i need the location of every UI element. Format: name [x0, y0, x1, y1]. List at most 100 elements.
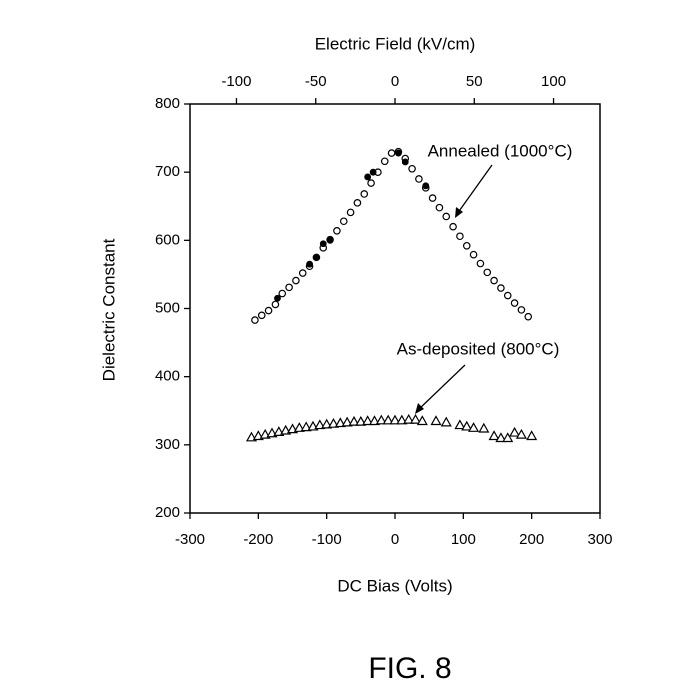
x-tick-label: -200 — [243, 531, 273, 548]
data-point — [430, 415, 442, 426]
data-point — [339, 217, 348, 226]
annotation-arrow — [417, 364, 466, 411]
data-point — [326, 236, 334, 244]
data-point — [510, 299, 519, 307]
data-point — [334, 417, 346, 428]
data-point — [346, 208, 355, 217]
data-point — [387, 149, 396, 157]
data-point — [442, 212, 451, 221]
y-axis-label: Dielectric Constant — [99, 238, 118, 381]
data-point — [502, 432, 514, 443]
data-point — [401, 158, 409, 166]
data-point — [341, 416, 353, 427]
data-point — [300, 421, 312, 432]
data-point — [257, 311, 266, 320]
data-point — [333, 226, 341, 235]
x2-tick-label: 0 — [391, 73, 399, 90]
data-point — [264, 306, 273, 315]
x-tick-label: 300 — [587, 531, 612, 548]
data-point — [382, 414, 394, 425]
x2-tick-label: -100 — [221, 73, 251, 90]
data-point — [469, 250, 478, 259]
x-tick-label: 200 — [519, 531, 544, 548]
y-tick-label: 600 — [155, 231, 180, 248]
y-tick-label: 700 — [155, 163, 180, 180]
data-point — [524, 312, 533, 321]
y-tick-label: 400 — [155, 368, 180, 385]
data-point — [503, 291, 512, 300]
data-point — [449, 222, 457, 231]
y-tick-label: 500 — [155, 299, 180, 316]
data-point — [314, 419, 326, 430]
annotation: As-deposited (800°C) — [397, 339, 560, 358]
data-point — [396, 414, 408, 425]
data-point — [515, 428, 527, 439]
y-tick-label: 300 — [155, 436, 180, 453]
data-point — [380, 157, 389, 166]
data-point — [476, 259, 485, 268]
data-point — [389, 414, 401, 425]
x2-tick-label: -50 — [305, 73, 327, 90]
data-point — [495, 432, 507, 443]
annotation-arrow — [456, 164, 493, 215]
data-point — [360, 190, 369, 198]
data-point — [274, 294, 281, 302]
data-point — [403, 413, 415, 424]
data-point — [422, 182, 430, 190]
data-point — [409, 413, 422, 424]
annotation-arrowhead — [415, 403, 424, 414]
data-point — [435, 203, 444, 212]
data-point — [375, 414, 387, 425]
x-tick-label: -300 — [175, 531, 205, 548]
data-point — [313, 253, 320, 261]
data-point — [454, 419, 466, 430]
data-point — [348, 415, 360, 426]
x-tick-label: -100 — [312, 531, 342, 548]
data-point — [368, 415, 381, 426]
data-point — [319, 240, 327, 248]
x2-tick-label: 100 — [541, 73, 566, 90]
data-point — [298, 269, 307, 277]
figure-caption: FIG. 8 — [368, 652, 451, 685]
data-point — [490, 276, 498, 285]
data-point — [416, 415, 428, 426]
x2-tick-label: 50 — [466, 73, 483, 90]
data-point — [293, 422, 305, 432]
x2-axis-label: Electric Field (kV/cm) — [315, 34, 476, 53]
data-point — [440, 416, 452, 427]
data-point — [415, 175, 423, 183]
data-point — [408, 164, 416, 173]
data-point — [526, 430, 538, 441]
x-axis-label: DC Bias (Volts) — [337, 576, 452, 595]
data-point — [509, 426, 521, 437]
data-point — [395, 149, 402, 157]
x-tick-label: 0 — [391, 531, 399, 548]
data-point — [362, 415, 374, 426]
annotation: Annealed (1000°C) — [428, 141, 573, 160]
data-point — [369, 168, 377, 176]
plot-frame — [189, 103, 601, 514]
data-point — [327, 417, 340, 428]
data-point — [292, 276, 300, 285]
data-point — [497, 284, 505, 292]
y-tick-label: 200 — [155, 504, 180, 521]
data-point — [478, 422, 490, 433]
data-point — [483, 268, 492, 277]
data-point — [306, 260, 313, 268]
data-point — [367, 179, 375, 187]
data-point — [278, 289, 287, 298]
annotation-arrowhead — [455, 207, 463, 218]
data-point — [488, 430, 500, 441]
x-tick-label: 100 — [451, 531, 476, 548]
y-tick-label: 800 — [155, 95, 180, 112]
data-point — [364, 173, 372, 181]
data-point — [517, 306, 526, 314]
data-point — [456, 232, 464, 241]
data-point — [321, 418, 333, 429]
data-point — [468, 422, 480, 432]
data-point — [271, 300, 280, 309]
data-point — [461, 420, 473, 431]
data-point — [251, 316, 259, 324]
